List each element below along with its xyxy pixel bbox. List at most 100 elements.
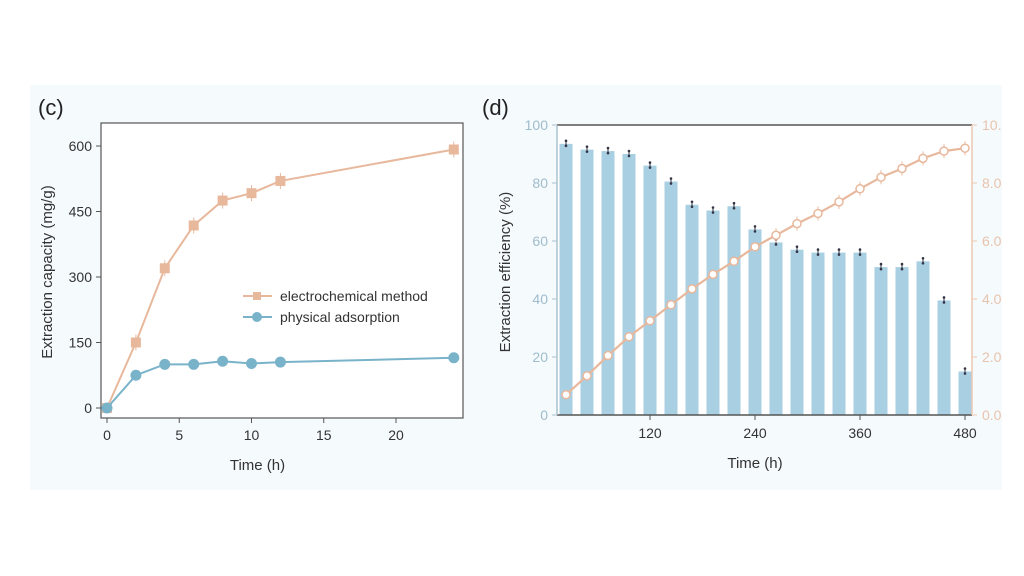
line-point xyxy=(897,163,907,174)
x-tick-label-c: 5 xyxy=(175,427,183,443)
data-dot xyxy=(879,262,883,266)
y-tick-label-c: 600 xyxy=(69,138,93,154)
line-point xyxy=(750,242,760,252)
plot-frame-c xyxy=(100,122,464,419)
data-dot xyxy=(858,248,862,251)
line-point xyxy=(834,197,844,207)
line-point xyxy=(813,208,823,219)
data-dot xyxy=(900,267,904,271)
legend-label-0: electrochemical method xyxy=(280,288,428,304)
data-point xyxy=(217,195,228,206)
line-point xyxy=(687,284,697,294)
data-point xyxy=(188,220,199,231)
legend-marker-1 xyxy=(252,312,262,322)
data-dot xyxy=(795,250,799,253)
data-point xyxy=(274,356,286,368)
x-tick-label-d: 360 xyxy=(848,425,872,441)
bar xyxy=(874,267,888,415)
y-tick-label-c: 0 xyxy=(84,400,92,416)
bar xyxy=(664,181,678,415)
bar xyxy=(832,252,846,415)
bar xyxy=(937,300,951,415)
line-point xyxy=(960,143,970,153)
data-dot xyxy=(858,253,862,256)
y-tick-label-left: 80 xyxy=(532,175,548,191)
data-point xyxy=(246,188,257,199)
line-point xyxy=(708,269,718,280)
y-tick-label-left: 40 xyxy=(532,291,548,307)
data-dot xyxy=(606,146,610,150)
bar xyxy=(559,143,573,415)
data-dot xyxy=(711,211,715,214)
data-dot xyxy=(774,243,778,246)
data-point xyxy=(130,369,142,381)
y-tick-label-right: 4.0k xyxy=(982,291,1002,307)
data-point xyxy=(246,357,257,369)
bar xyxy=(580,149,594,415)
line-point xyxy=(666,300,676,310)
y-tick-label-c: 450 xyxy=(69,204,93,220)
x-tick-label-d: 120 xyxy=(638,425,662,441)
bar xyxy=(895,267,909,415)
data-dot xyxy=(732,206,736,210)
data-point xyxy=(101,402,113,414)
line-point xyxy=(624,331,634,342)
y-tick-label-c: 300 xyxy=(69,269,93,285)
y-tick-label-left: 60 xyxy=(532,233,548,249)
y-tick-label-left: 0 xyxy=(540,407,548,423)
line-point xyxy=(855,184,865,194)
y-tick-label-left: 20 xyxy=(532,349,548,365)
bar xyxy=(769,242,783,415)
line-point xyxy=(792,218,802,229)
line-point xyxy=(561,389,571,400)
y-tick-label-right: 0.0 xyxy=(982,407,1002,423)
data-dot xyxy=(816,248,820,251)
legend-label-1: physical adsorption xyxy=(280,309,400,325)
bar xyxy=(958,371,972,415)
data-dot xyxy=(879,267,883,271)
x-tick-label-c: 15 xyxy=(316,427,332,443)
bar xyxy=(748,229,762,415)
data-dot xyxy=(816,253,820,256)
data-dot xyxy=(711,206,715,209)
x-axis-label-c: Time (h) xyxy=(230,457,285,474)
data-dot xyxy=(753,230,757,233)
data-dot xyxy=(627,149,631,153)
data-dot xyxy=(627,154,631,158)
data-dot xyxy=(732,201,736,205)
line-point xyxy=(939,146,949,156)
line-point xyxy=(729,256,739,267)
y-tick-label-left: 100 xyxy=(525,117,549,133)
data-point xyxy=(217,355,229,367)
data-dot xyxy=(837,248,841,251)
data-dot xyxy=(753,225,757,228)
line-point xyxy=(645,316,655,326)
data-dot xyxy=(921,257,925,260)
line-point xyxy=(918,153,928,164)
plot-area-d xyxy=(557,125,972,415)
line-point xyxy=(582,371,592,381)
bar xyxy=(685,204,699,415)
data-dot xyxy=(921,262,925,265)
data-dot xyxy=(585,150,589,153)
bar xyxy=(706,210,720,415)
x-tick-label-d: 240 xyxy=(743,425,767,441)
data-point xyxy=(275,175,286,186)
data-dot xyxy=(648,161,652,164)
data-point xyxy=(448,352,460,364)
data-point xyxy=(130,337,141,348)
bar xyxy=(853,252,867,415)
data-dot xyxy=(837,253,841,256)
data-point xyxy=(159,358,171,370)
data-dot xyxy=(942,301,946,304)
data-point xyxy=(159,263,170,274)
data-dot xyxy=(606,151,610,155)
data-dot xyxy=(963,372,967,375)
y-axis-label-c: Extraction capacity (mg/g) xyxy=(39,185,56,358)
x-tick-label-c: 20 xyxy=(388,427,404,443)
x-axis-label-d: Time (h) xyxy=(727,455,782,472)
data-point xyxy=(448,144,459,155)
data-dot xyxy=(585,145,589,148)
data-dot xyxy=(963,367,967,370)
y-tick-label-right: 2.0k xyxy=(982,349,1002,365)
